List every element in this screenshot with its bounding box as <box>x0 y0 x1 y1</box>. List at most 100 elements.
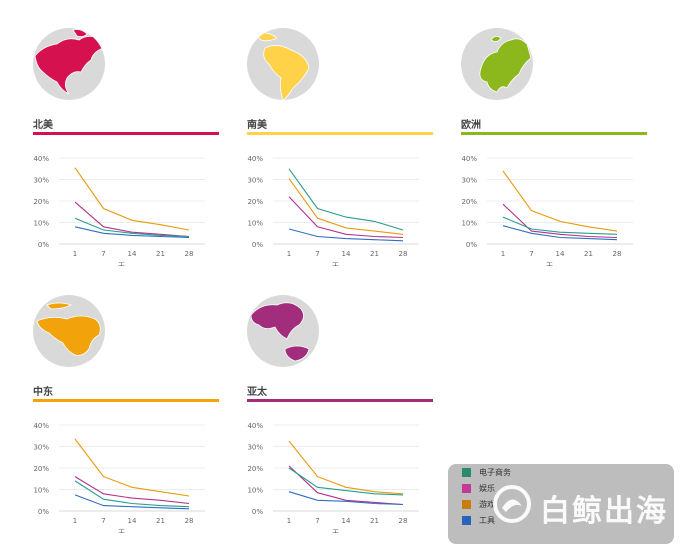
series-line-电子商务 <box>502 216 618 235</box>
legend-label: 电子商务 <box>479 467 511 477</box>
legend-label: 游戏 <box>479 499 495 509</box>
legend-item-ecommerce: 电子商务 <box>462 466 511 478</box>
region-title: 北美 <box>33 120 53 131</box>
series-line-电子商务 <box>288 168 404 231</box>
series-line-工具 <box>502 225 618 241</box>
series-line-工具 <box>74 494 190 510</box>
x-tick-label: 21 <box>584 250 593 258</box>
x-tick-label: 28 <box>185 517 194 525</box>
y-tick-label: 20% <box>33 198 49 206</box>
x-axis-label: 天 <box>546 262 553 266</box>
globe-landmass <box>250 302 304 340</box>
x-tick-label: 7 <box>529 250 533 258</box>
series-line-游戏 <box>288 178 404 235</box>
north-america-globe-icon <box>33 28 105 100</box>
legend: 电子商务 娱乐 游戏 工具 白鲸出海 <box>448 464 674 544</box>
globe-landmass <box>284 345 310 362</box>
globe-map <box>479 36 532 93</box>
series-line-娱乐 <box>74 476 190 505</box>
y-tick-label: 10% <box>461 220 477 228</box>
series-line-工具 <box>288 491 404 506</box>
x-tick-label: 1 <box>73 250 77 258</box>
legend-label: 工具 <box>479 515 495 525</box>
y-tick-label: 0% <box>38 508 49 516</box>
x-tick-label: 14 <box>342 517 351 525</box>
series-line-电子商务 <box>288 467 404 496</box>
x-tick-label: 21 <box>156 250 165 258</box>
europe-globe-icon <box>461 28 533 100</box>
y-tick-label: 30% <box>247 444 263 452</box>
series-line-娱乐 <box>502 203 618 239</box>
series-line-工具 <box>74 226 190 239</box>
globe-landmass <box>34 36 104 95</box>
series-line-游戏 <box>502 170 618 232</box>
region-title: 中东 <box>33 387 53 398</box>
legend-item-gaming: 游戏 <box>462 498 495 510</box>
y-tick-label: 0% <box>466 241 477 249</box>
x-tick-label: 1 <box>501 250 505 258</box>
y-tick-label: 40% <box>247 422 263 430</box>
x-tick-label: 7 <box>101 250 105 258</box>
x-tick-label: 21 <box>370 517 379 525</box>
series-line-娱乐 <box>288 196 404 239</box>
y-tick-label: 0% <box>252 508 263 516</box>
globe-landmass <box>490 36 502 42</box>
region-panel-na: 北美 0% 10% 20% 30% 40% 1 7 14 21 28 天 <box>33 28 223 278</box>
legend-swatch <box>462 499 471 509</box>
y-tick-label: 0% <box>38 241 49 249</box>
x-axis-label: 天 <box>332 529 339 533</box>
retention-chart: 0% 10% 20% 30% 40% 1 7 14 21 28 天 <box>461 155 633 266</box>
globe-landmass <box>479 38 532 93</box>
x-axis-label: 天 <box>118 262 125 266</box>
series-line-娱乐 <box>74 201 190 238</box>
region-title: 南美 <box>247 120 267 131</box>
globe-map <box>34 29 104 95</box>
legend-label: 娱乐 <box>479 483 495 493</box>
retention-chart: 0% 10% 20% 30% 40% 1 7 14 21 28 天 <box>247 422 419 533</box>
globe-landmass <box>36 315 101 356</box>
series-line-娱乐 <box>288 465 404 506</box>
y-tick-label: 20% <box>247 465 263 473</box>
south-america-globe-icon <box>247 28 319 100</box>
region-accent-rule <box>247 132 433 135</box>
y-tick-label: 30% <box>33 177 49 185</box>
y-tick-label: 10% <box>33 220 49 228</box>
globe-map <box>36 302 101 356</box>
y-tick-label: 30% <box>33 444 49 452</box>
x-tick-label: 1 <box>73 517 77 525</box>
y-tick-label: 0% <box>252 241 263 249</box>
globe-landmass <box>254 32 278 42</box>
globe-map <box>250 302 310 362</box>
region-panel-eu: 欧洲 0% 10% 20% 30% 40% 1 7 14 21 28 天 <box>461 28 651 278</box>
x-tick-label: 28 <box>613 250 622 258</box>
x-tick-label: 28 <box>185 250 194 258</box>
y-tick-label: 10% <box>247 220 263 228</box>
legend-swatch <box>462 515 471 525</box>
y-tick-label: 20% <box>247 198 263 206</box>
region-accent-rule <box>461 132 647 135</box>
y-tick-label: 40% <box>33 155 49 163</box>
x-tick-label: 28 <box>399 517 408 525</box>
watermark-text: 白鲸出海 <box>540 494 668 529</box>
y-tick-label: 20% <box>33 465 49 473</box>
series-line-游戏 <box>74 438 190 497</box>
region-accent-rule <box>247 399 433 402</box>
y-tick-label: 40% <box>33 422 49 430</box>
x-tick-label: 1 <box>287 250 291 258</box>
x-tick-label: 21 <box>370 250 379 258</box>
x-tick-label: 21 <box>156 517 165 525</box>
x-tick-label: 14 <box>128 250 137 258</box>
globe-map <box>254 32 310 100</box>
retention-chart: 0% 10% 20% 30% 40% 1 7 14 21 28 天 <box>33 422 205 533</box>
watermark-logo-icon <box>493 485 531 523</box>
series-line-电子商务 <box>74 480 190 508</box>
y-tick-label: 20% <box>461 198 477 206</box>
y-tick-label: 10% <box>247 487 263 495</box>
y-tick-label: 40% <box>247 155 263 163</box>
legend-item-tools: 工具 <box>462 514 495 526</box>
series-line-电子商务 <box>74 217 190 238</box>
series-line-游戏 <box>74 167 190 231</box>
region-title: 亚太 <box>247 387 267 398</box>
globe-landmass <box>46 302 73 310</box>
region-panel-ap: 亚太 0% 10% 20% 30% 40% 1 7 14 21 28 天 <box>247 295 437 545</box>
